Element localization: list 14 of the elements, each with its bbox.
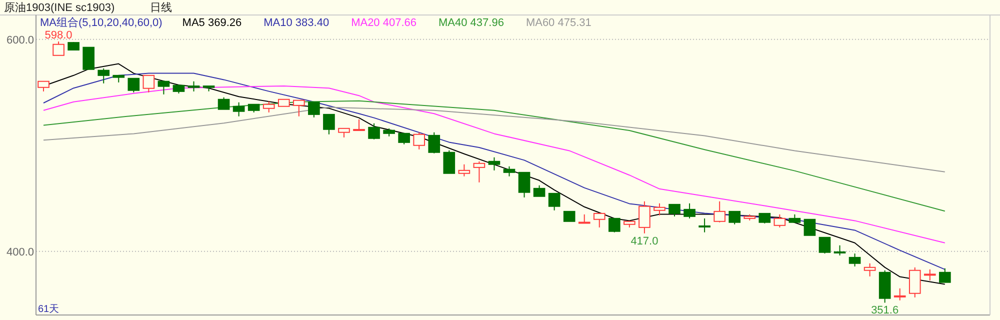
subtitle: 日线: [150, 2, 172, 14]
legend-item: MA5 369.26: [182, 17, 242, 29]
annotation: 598.0: [44, 30, 72, 42]
legend-item: MA10 383.40: [264, 17, 330, 29]
legend-item: MA20 407.66: [351, 17, 416, 29]
title: 原油1903(INE sc1903): [4, 2, 115, 14]
ytick: 600.0: [6, 34, 34, 46]
ytick: 400.0: [6, 246, 34, 258]
annotation: 351.6: [871, 304, 899, 317]
annotation: 61天: [38, 304, 60, 315]
legend-item: MA40 437.96: [438, 17, 504, 29]
annotation: 417.0: [630, 235, 658, 248]
legend-item: MA60 475.31: [526, 17, 592, 29]
legend-title: MA组合(5,10,20,40,60,0): [40, 17, 162, 29]
